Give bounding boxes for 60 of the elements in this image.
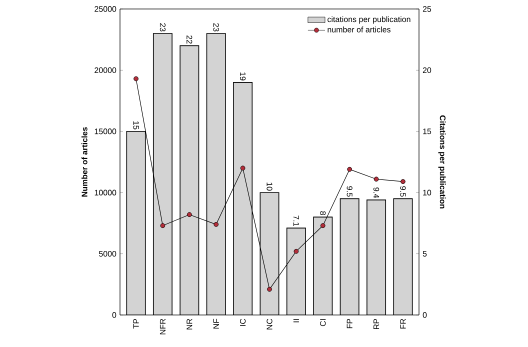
bar: [233, 82, 252, 315]
legend-label: citations per publication: [328, 16, 410, 24]
bar: [393, 198, 413, 315]
x-tick-label: NR: [186, 318, 192, 330]
y-tick-label: 20000: [94, 67, 116, 74]
point: [347, 166, 352, 172]
bar: [314, 217, 332, 315]
bar: [340, 198, 359, 315]
legend-label: number of articles: [328, 26, 390, 32]
y2-tick-label: 5: [422, 250, 427, 257]
data-label: 8: [320, 211, 326, 216]
x-tick-label: NFR: [160, 318, 166, 334]
point: [134, 76, 138, 82]
y2-tick-label: 15: [423, 128, 432, 134]
data-label: 23: [160, 23, 166, 32]
y-axis-title: Number of articles: [81, 127, 88, 197]
point: [214, 222, 219, 227]
bar: [206, 33, 226, 315]
y2-tick-label: 20: [422, 67, 432, 74]
x-tick-label: FP: [346, 318, 352, 328]
y-tick-label: 25000: [94, 6, 116, 12]
data-label: 9.4: [373, 187, 380, 198]
bar: [366, 200, 386, 315]
bar: [286, 228, 306, 315]
y-tick-label: 5000: [98, 250, 116, 257]
data-label: 15: [133, 121, 139, 130]
point: [320, 223, 326, 228]
y-tick-label: 0: [112, 312, 116, 318]
y2-tick-label: 10: [423, 190, 432, 196]
x-tick-label: IC: [240, 318, 246, 326]
bar: [260, 192, 279, 315]
bar: [180, 46, 199, 315]
bar: [126, 131, 146, 315]
point: [186, 212, 192, 218]
y2-axis-title: Citations per publication: [438, 115, 446, 208]
data-label: 9.5: [346, 186, 352, 197]
data-label: 10: [266, 182, 272, 191]
x-tick-label: CI: [320, 319, 326, 326]
data-label: 19: [240, 72, 246, 80]
data-label: 7.1: [293, 216, 299, 226]
y2-tick-label: 25: [422, 6, 432, 12]
y2-tick-label: 0: [422, 312, 427, 318]
point: [240, 166, 246, 171]
data-label: 22: [186, 36, 192, 44]
point: [400, 179, 406, 184]
point: [160, 223, 166, 228]
point: [267, 286, 272, 292]
y-tick-label: 10000: [94, 190, 116, 196]
data-label: 9.5: [400, 186, 406, 197]
x-tick-label: RP: [374, 318, 380, 329]
point: [294, 248, 299, 254]
bar: [153, 33, 172, 315]
x-tick-label: NC: [266, 318, 272, 330]
x-tick-label: NF: [213, 318, 219, 329]
point: [374, 176, 379, 182]
x-tick-label: FR: [400, 318, 406, 329]
x-tick-label: II: [293, 319, 299, 322]
data-label: 23: [213, 23, 219, 32]
x-tick-label: TP: [133, 318, 139, 329]
y-tick-label: 15000: [94, 128, 116, 134]
